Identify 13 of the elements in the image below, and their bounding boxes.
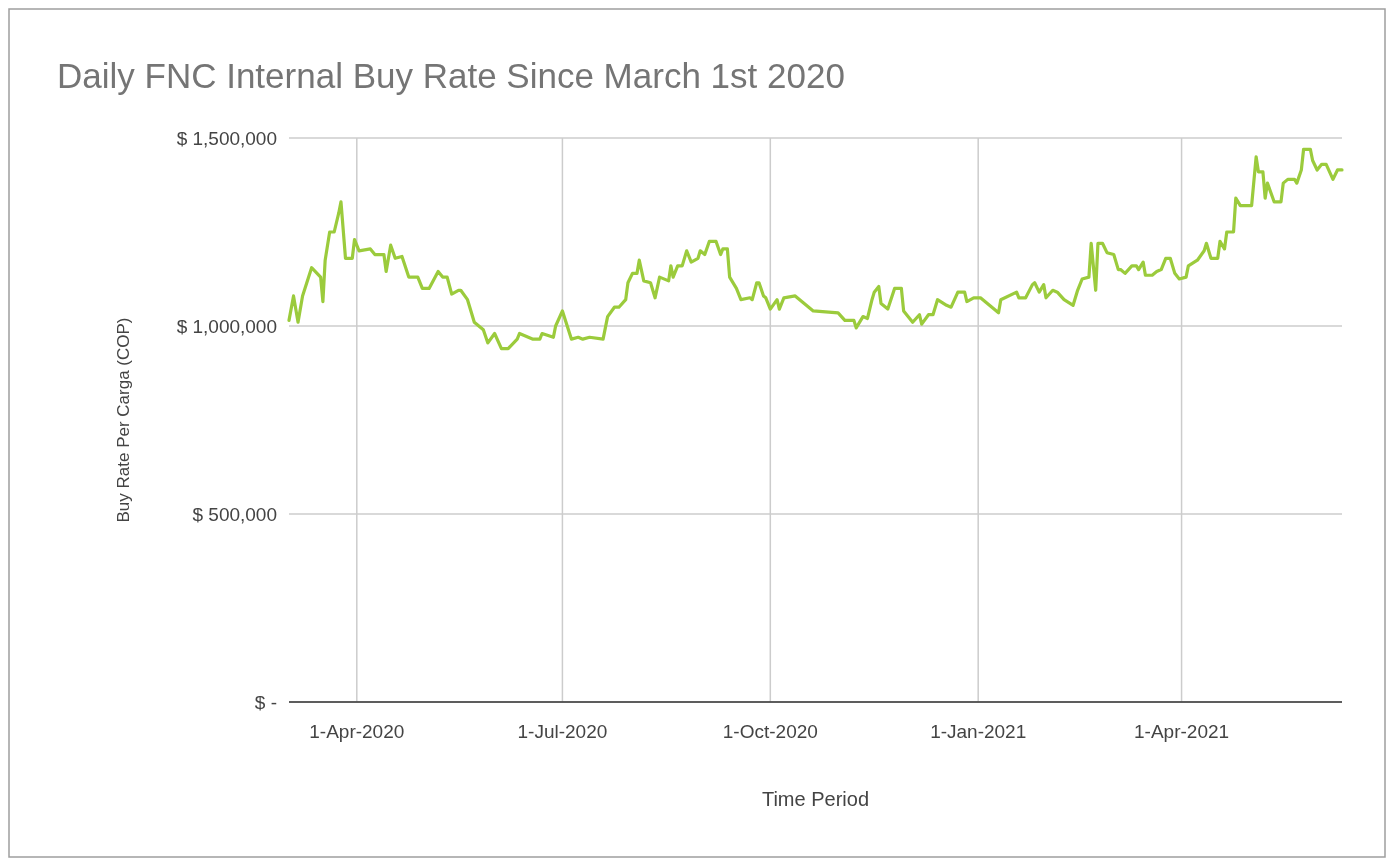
x-tick-label: 1-Jul-2020 xyxy=(517,721,608,742)
y-axis-title: Buy Rate Per Carga (COP) xyxy=(114,317,133,523)
line-series xyxy=(287,147,1344,351)
x-axis-title: Time Period xyxy=(761,788,870,810)
x-tick-label: 1-Apr-2021 xyxy=(1134,721,1230,742)
y-tick-label: $ 500,000 xyxy=(192,503,277,525)
y-tick-label: $ - xyxy=(254,691,277,713)
y-tick-label: $ 1,500,000 xyxy=(176,127,277,149)
x-tick-label: 1-Apr-2020 xyxy=(309,721,405,742)
x-tick-label: 1-Jan-2021 xyxy=(930,721,1027,742)
y-tick-label: $ 1,000,000 xyxy=(176,315,277,337)
x-tick-label: 1-Oct-2020 xyxy=(722,721,818,742)
chart-title: Daily FNC Internal Buy Rate Since March 1st 2020 xyxy=(57,56,845,95)
